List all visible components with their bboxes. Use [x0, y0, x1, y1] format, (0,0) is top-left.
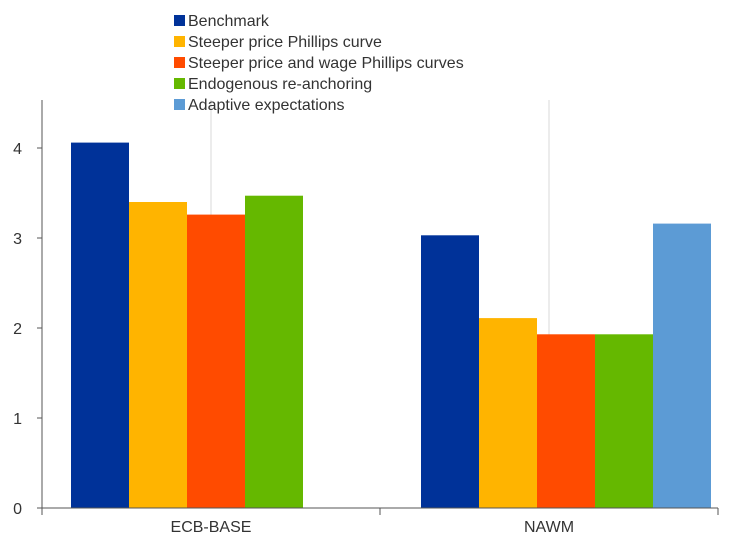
bar-ecb-base-series-3	[245, 195, 303, 508]
legend-swatch	[174, 57, 185, 68]
bar-nawm-series-0	[421, 235, 479, 509]
legend-label: Adaptive expectations	[188, 97, 345, 114]
legend-label: Steeper price and wage Phillips curves	[188, 55, 464, 72]
legend-swatch	[174, 15, 185, 26]
y-tick-label: 3	[13, 231, 22, 248]
legend-label: Endogenous re-anchoring	[188, 76, 372, 93]
bar-nawm-series-2	[537, 334, 595, 508]
y-tick-label: 4	[13, 141, 22, 158]
bar-ecb-base-series-1	[129, 202, 187, 508]
axes: 0 1 2 3 4 ECB-BASE NAWM	[13, 100, 719, 536]
bar-nawm-series-4	[653, 223, 711, 508]
y-tick-label: 2	[13, 321, 22, 338]
x-category-label: NAWM	[524, 519, 574, 536]
x-category-label: ECB-BASE	[171, 519, 252, 536]
y-tick-label: 0	[13, 501, 22, 518]
bars	[71, 142, 711, 509]
legend-swatch	[174, 78, 185, 89]
bar-nawm-series-1	[479, 318, 537, 508]
bar-ecb-base-series-0	[71, 142, 129, 508]
bar-ecb-base-series-2	[187, 214, 245, 508]
legend-swatch	[174, 99, 185, 110]
bar-nawm-series-3	[595, 334, 653, 508]
legend-swatch	[174, 36, 185, 47]
legend-label: Benchmark	[188, 13, 270, 30]
y-tick-label: 1	[13, 411, 22, 428]
legend: Benchmark Steeper price Phillips curve Ste…	[174, 13, 464, 114]
legend-label: Steeper price Phillips curve	[188, 34, 382, 51]
